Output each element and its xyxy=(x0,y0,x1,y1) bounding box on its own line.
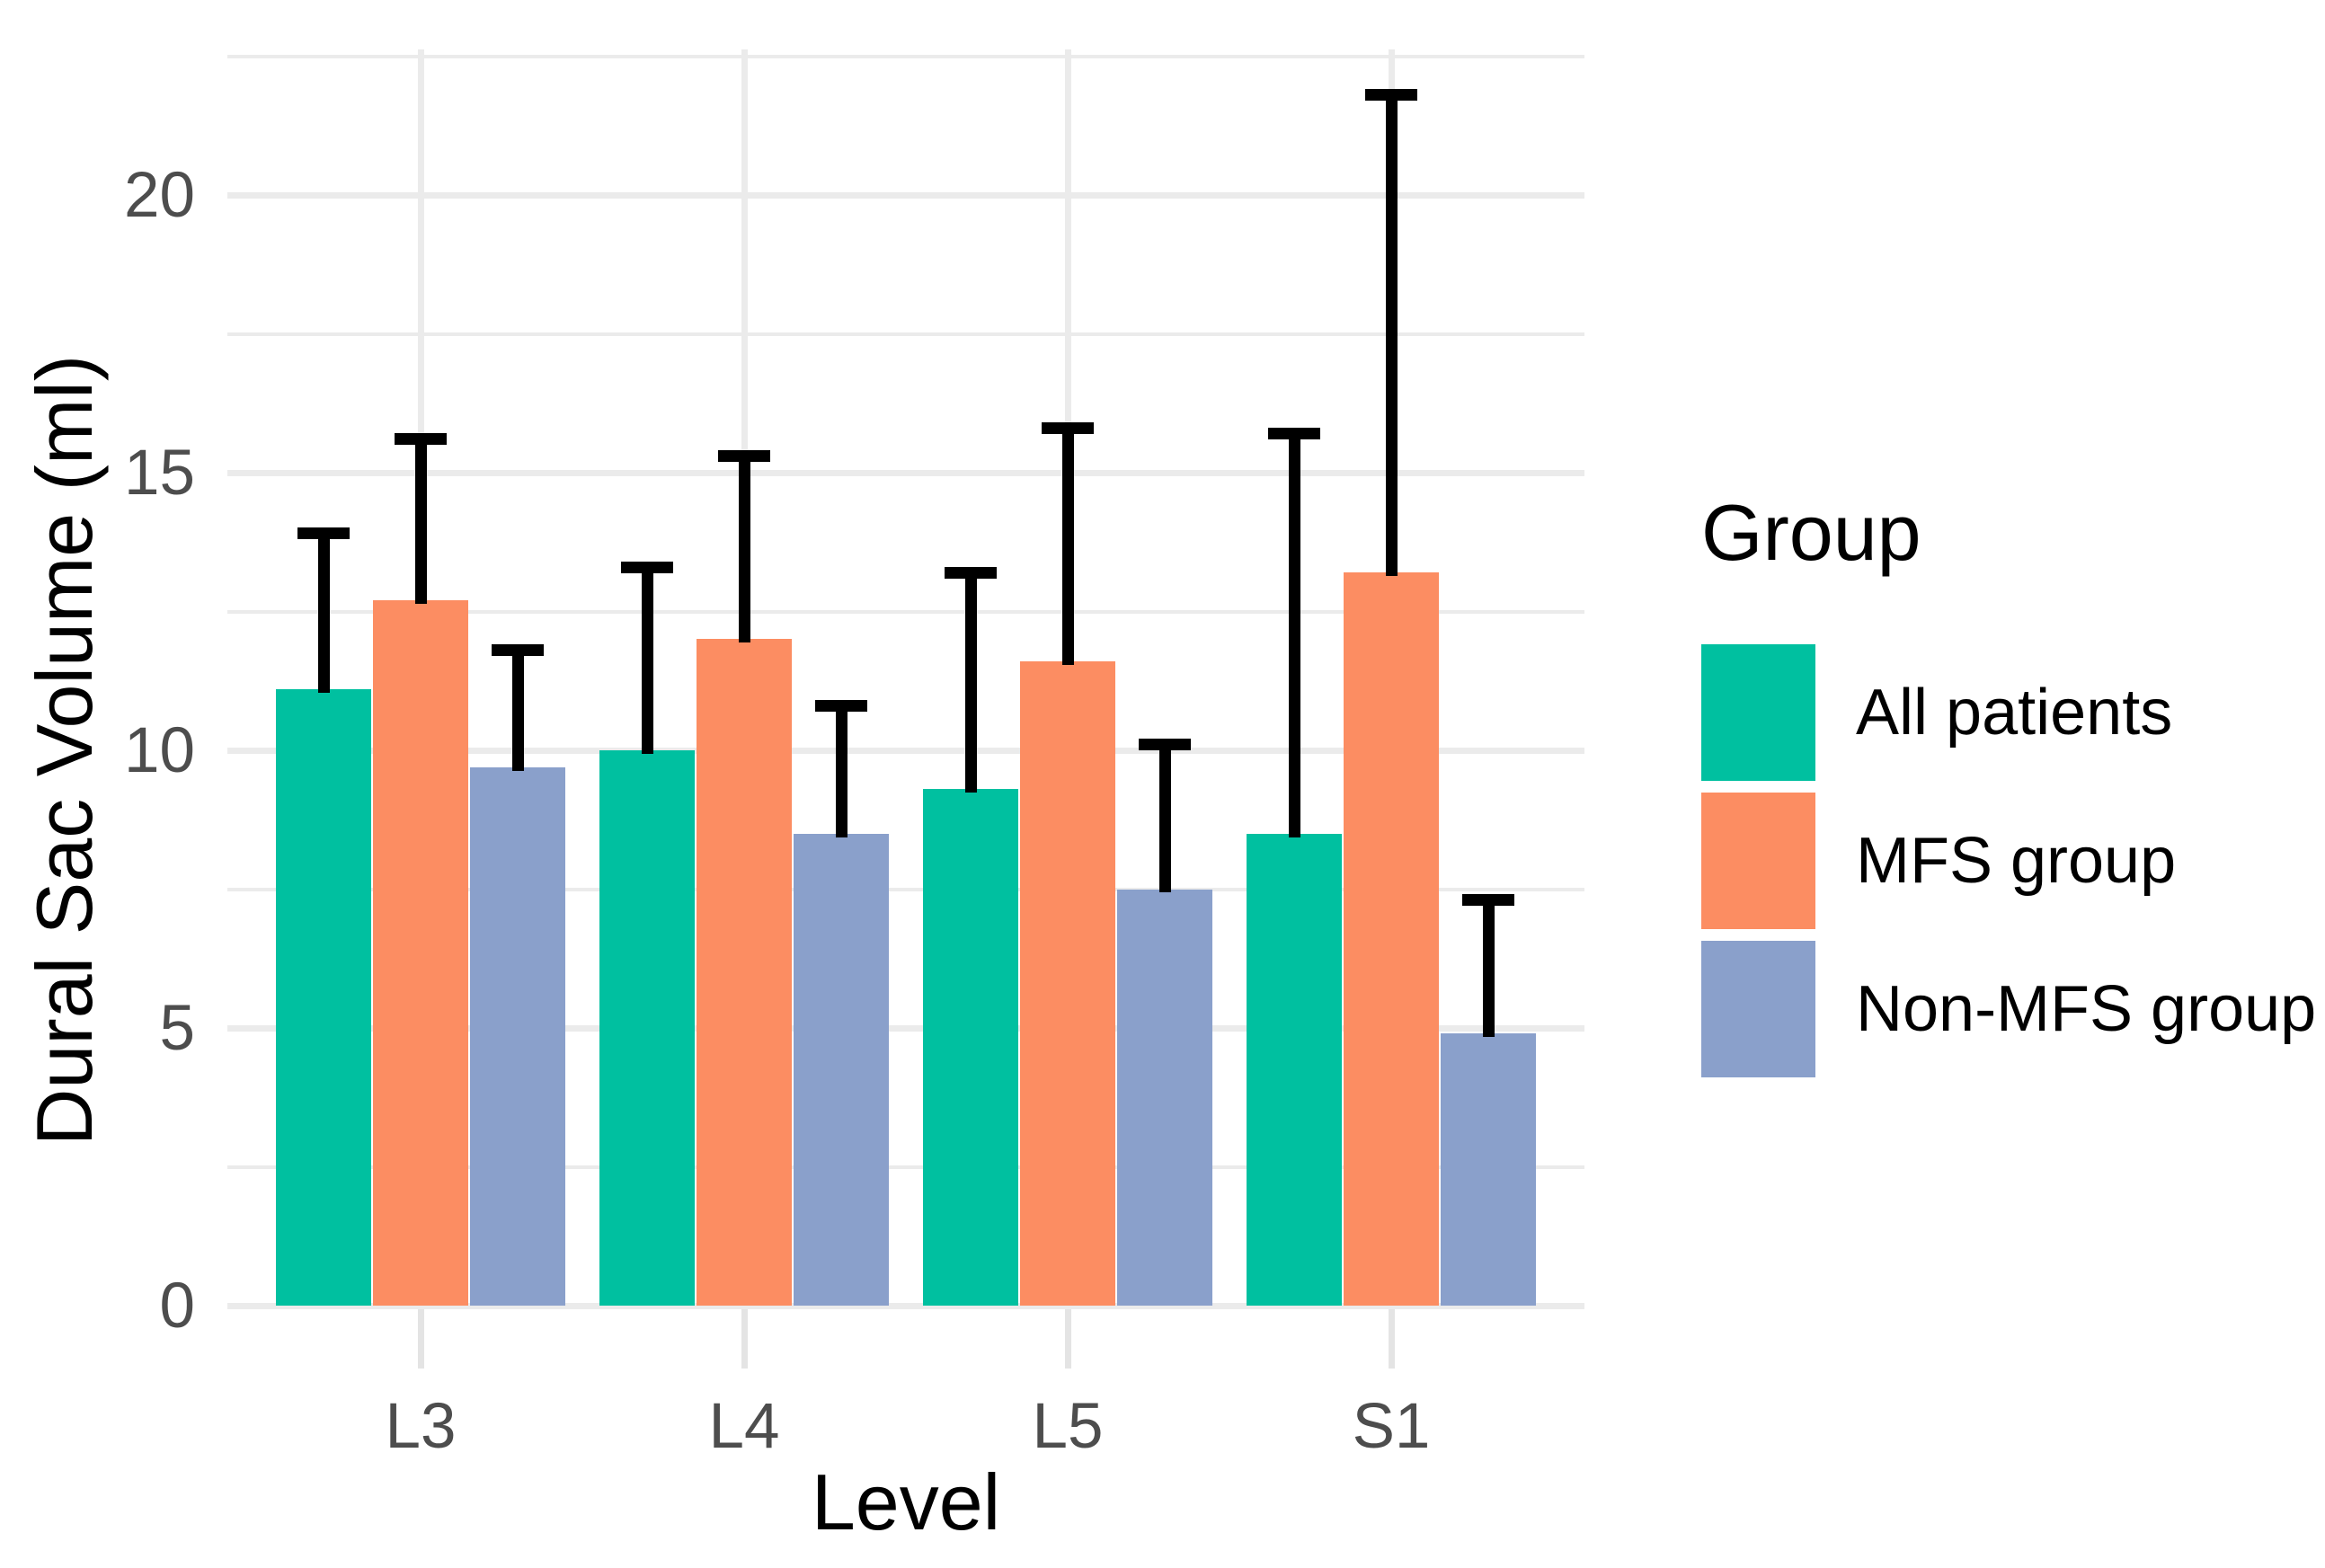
x-tick-label-s1: S1 xyxy=(1352,1391,1431,1462)
gridline-minor-h-22.5 xyxy=(227,54,1584,58)
bar-l5-all-patients xyxy=(923,789,1018,1306)
x-tick-s1 xyxy=(1388,1309,1395,1369)
bar-l3-mfs-group xyxy=(373,600,468,1306)
error-bar-l4-all-patients xyxy=(641,567,653,754)
gridline-major-h-0 xyxy=(227,1302,1584,1309)
error-bar-s1-all-patients xyxy=(1288,433,1300,837)
x-axis-title: Level xyxy=(811,1457,1001,1546)
bar-s1-all-patients xyxy=(1247,833,1342,1306)
error-bar-l3-non-mfs-group xyxy=(511,650,524,771)
error-cap-l4-mfs-group xyxy=(718,449,770,462)
bar-s1-non-mfs-group xyxy=(1441,1033,1536,1306)
error-cap-s1-all-patients xyxy=(1268,428,1320,440)
legend-key-non-mfs-group xyxy=(1701,941,1815,1077)
legend-label-mfs-group: MFS group xyxy=(1856,825,2177,897)
error-bar-l4-mfs-group xyxy=(738,456,750,643)
x-tick-label-l3: L3 xyxy=(385,1391,457,1462)
x-tick-l4 xyxy=(741,1309,748,1369)
legend-title: Group xyxy=(1701,488,1921,577)
legend-key-all-patients xyxy=(1701,644,1815,781)
error-cap-l4-all-patients xyxy=(621,561,673,573)
y-tick-label-10: 10 xyxy=(124,715,195,786)
gridline-minor-h-12.5 xyxy=(227,609,1584,614)
error-cap-l3-all-patients xyxy=(297,527,350,540)
error-bar-l3-all-patients xyxy=(317,533,330,693)
error-cap-l5-all-patients xyxy=(945,566,997,579)
bar-l4-non-mfs-group xyxy=(794,833,889,1306)
bar-l3-all-patients xyxy=(276,689,371,1306)
legend-key-mfs-group xyxy=(1701,793,1815,929)
legend-label-all-patients: All patients xyxy=(1856,677,2173,749)
legend-item-mfs-group: MFS group xyxy=(1701,793,2312,929)
error-cap-s1-mfs-group xyxy=(1365,89,1417,102)
y-tick-label-15: 15 xyxy=(124,438,195,509)
bar-s1-mfs-group xyxy=(1344,572,1439,1306)
error-cap-l3-mfs-group xyxy=(395,433,447,446)
error-cap-l5-mfs-group xyxy=(1042,422,1094,435)
x-tick-l5 xyxy=(1064,1309,1071,1369)
gridline-major-h-15 xyxy=(227,469,1584,476)
bar-l4-all-patients xyxy=(599,750,695,1306)
error-cap-l3-non-mfs-group xyxy=(492,644,544,657)
error-bar-s1-non-mfs-group xyxy=(1482,899,1495,1038)
gridline-major-h-5 xyxy=(227,1024,1584,1032)
y-tick-label-5: 5 xyxy=(159,993,196,1064)
bar-l3-non-mfs-group xyxy=(470,766,565,1306)
legend-item-all-patients: All patients xyxy=(1701,644,2312,781)
error-bar-l5-non-mfs-group xyxy=(1158,744,1171,893)
y-tick-label-0: 0 xyxy=(159,1271,196,1342)
error-bar-l3-mfs-group xyxy=(414,439,427,605)
error-bar-s1-mfs-group xyxy=(1385,94,1398,577)
error-bar-l4-non-mfs-group xyxy=(835,705,847,837)
bar-l5-non-mfs-group xyxy=(1117,889,1212,1306)
bar-l5-mfs-group xyxy=(1020,661,1115,1306)
gridline-major-h-10 xyxy=(227,747,1584,754)
error-cap-l4-non-mfs-group xyxy=(815,700,867,713)
x-tick-label-l5: L5 xyxy=(1032,1391,1104,1462)
error-cap-l5-non-mfs-group xyxy=(1139,739,1191,751)
gridline-minor-h-2.5 xyxy=(227,1165,1584,1169)
gridline-major-h-20 xyxy=(227,191,1584,199)
bar-l4-mfs-group xyxy=(697,639,792,1306)
legend-label-non-mfs-group: Non-MFS group xyxy=(1856,973,2317,1045)
gridline-minor-h-17.5 xyxy=(227,332,1584,336)
error-bar-l5-all-patients xyxy=(964,572,977,793)
error-bar-l5-mfs-group xyxy=(1061,428,1074,666)
legend-item-non-mfs-group: Non-MFS group xyxy=(1701,941,2316,1077)
x-tick-label-l4: L4 xyxy=(708,1391,780,1462)
legend: Group All patients MFS group Non-MFS gro… xyxy=(1701,488,2316,1089)
gridline-minor-h-7.5 xyxy=(227,887,1584,891)
y-tick-label-20: 20 xyxy=(124,160,195,231)
error-cap-s1-non-mfs-group xyxy=(1462,894,1514,907)
x-tick-l3 xyxy=(417,1309,424,1369)
